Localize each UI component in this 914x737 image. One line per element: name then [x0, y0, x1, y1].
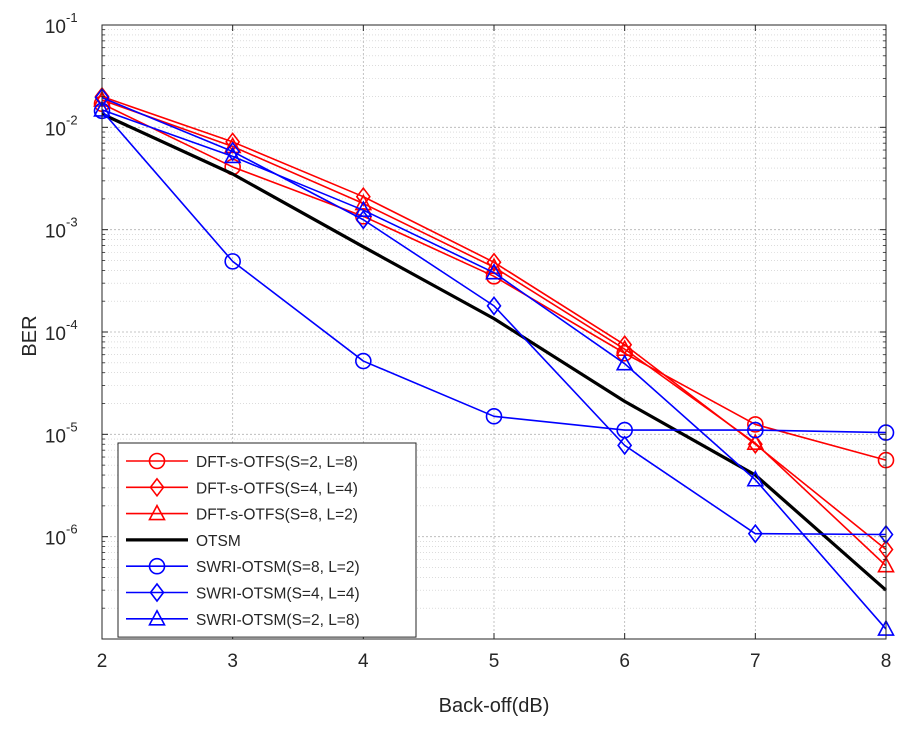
legend-label: SWRI-OTSM(S=2, L=8): [196, 612, 360, 629]
y-tick-exponent: -5: [66, 419, 78, 434]
x-tick-label: 6: [619, 651, 630, 672]
series-line: [101, 110, 887, 434]
y-tick-exponent: -3: [66, 215, 78, 230]
series-line: [101, 103, 887, 461]
x-tick-label: 7: [750, 651, 761, 672]
legend-marker: [149, 477, 165, 498]
data-point: [485, 268, 503, 285]
series-7: [93, 100, 895, 636]
y-axis-label: BER: [19, 315, 41, 356]
legend-label: DFT-s-OTFS(S=2, L=8): [196, 454, 358, 471]
data-point: [224, 253, 241, 270]
legend: DFT-s-OTFS(S=2, L=8) DFT-s-OTFS(S=4, L=4)…: [117, 442, 417, 638]
y-tick-exponent: -1: [66, 10, 78, 25]
legend-entry: DFT-s-OTFS(S=2, L=8): [126, 452, 358, 471]
x-tick-label: 8: [881, 651, 892, 672]
data-point: [485, 408, 503, 425]
data-point: [746, 470, 765, 487]
data-point: [617, 435, 633, 456]
data-point: [355, 352, 372, 370]
y-tick-exponent: -2: [66, 112, 78, 127]
legend-label: SWRI-OTSM(S=8, L=2): [196, 559, 360, 576]
series-line: [101, 96, 887, 536]
data-point: [746, 433, 765, 450]
legend-label: DFT-s-OTFS(S=8, L=2): [196, 507, 358, 524]
series-lines: [93, 86, 895, 636]
x-axis-label: Back-off(dB): [439, 695, 550, 717]
legend-entry: DFT-s-OTFS(S=4, L=4): [126, 477, 358, 498]
legend-label: OTSM: [196, 533, 241, 550]
series-line: [101, 99, 887, 567]
series-line: [101, 109, 887, 630]
series-4: [101, 112, 888, 592]
data-point: [223, 146, 242, 164]
legend-entry: DFT-s-OTFS(S=8, L=2): [126, 503, 358, 524]
data-point: [747, 434, 763, 455]
x-tick-label: 3: [227, 651, 238, 672]
y-tick-label: 10: [45, 324, 66, 345]
data-point: [354, 200, 373, 217]
series-line: [101, 112, 888, 592]
y-tick-exponent: -4: [66, 317, 78, 332]
data-point: [486, 296, 502, 316]
data-point: [747, 421, 764, 439]
data-point: [485, 262, 503, 280]
data-point: [747, 523, 763, 544]
data-point: [355, 186, 371, 207]
y-tick-label: 10: [45, 529, 66, 550]
data-point: [617, 334, 633, 355]
y-tick-exponent: -6: [66, 522, 78, 537]
y-tick-label: 10: [45, 17, 66, 38]
legend-marker: [148, 609, 166, 626]
legend-entry: SWRI-OTSM(S=8, L=2): [126, 557, 360, 576]
data-point: [486, 252, 502, 273]
data-point: [223, 136, 242, 154]
data-point: [225, 141, 241, 162]
legend-marker: [148, 557, 166, 575]
legend-label: SWRI-OTSM(S=4, L=4): [196, 586, 360, 603]
legend-marker: [149, 582, 165, 603]
data-point: [615, 354, 634, 371]
legend-marker: [148, 452, 166, 470]
legend-label: DFT-s-OTFS(S=4, L=4): [196, 480, 358, 497]
axes: 2 3 4 5 6 7 810-110-210-310-410-510-6: [45, 10, 891, 672]
data-point: [225, 132, 241, 152]
legend-entry: SWRI-OTSM(S=2, L=8): [126, 609, 360, 629]
y-tick-label: 10: [45, 119, 66, 140]
y-tick-label: 10: [45, 222, 66, 243]
legend-entry: OTSM: [126, 533, 241, 550]
x-tick-label: 5: [489, 651, 500, 672]
x-tick-label: 2: [97, 651, 108, 672]
legend-marker: [148, 503, 166, 521]
x-tick-label: 4: [358, 651, 369, 672]
data-point: [747, 416, 764, 433]
legend-entry: SWRI-OTSM(S=4, L=4): [126, 582, 360, 603]
y-tick-label: 10: [45, 426, 66, 447]
